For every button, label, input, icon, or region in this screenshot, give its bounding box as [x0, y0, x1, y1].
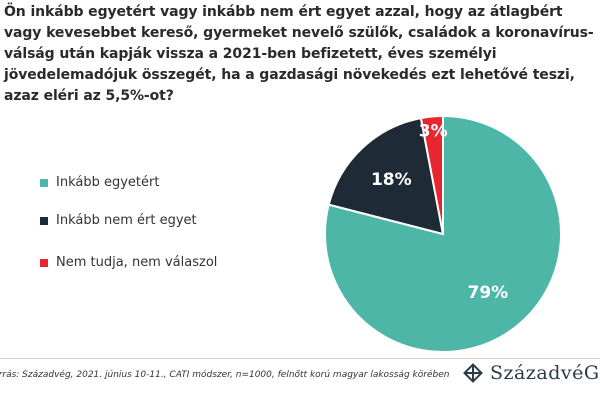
logo: SzázadvéG [462, 362, 600, 384]
legend-swatch-disagree [40, 216, 48, 225]
legend-item-disagree: Inkább nem ért egyet [40, 213, 197, 228]
legend-item-agree: Inkább egyetért [40, 175, 159, 190]
legend-swatch-agree [40, 178, 48, 187]
pie-label-dontknow: 3% [419, 122, 448, 142]
chart-title: Ön inkább egyetért vagy inkább nem ért e… [4, 4, 594, 104]
pie-slice-dontknow [419, 114, 444, 235]
legend-item-dontknow: Nem tudja, nem válaszol [40, 255, 217, 270]
legend-label-agree: Inkább egyetért [56, 175, 160, 190]
pie-slice-disagree [327, 116, 445, 236]
legend-label-dontknow: Nem tudja, nem válaszol [56, 255, 218, 270]
footer-divider [0, 358, 600, 359]
legend-swatch-dontknow [40, 258, 48, 267]
logo-text: SzázadvéG [490, 362, 600, 384]
legend-label-disagree: Inkább nem ért egyet [56, 213, 197, 228]
diamond-knot-icon [463, 363, 483, 383]
pie-label-agree: 79% [467, 283, 508, 303]
source-note: Forrás: Századvég, 2021. június 10-11., … [0, 370, 450, 380]
pie-label-disagree: 18% [371, 170, 412, 190]
